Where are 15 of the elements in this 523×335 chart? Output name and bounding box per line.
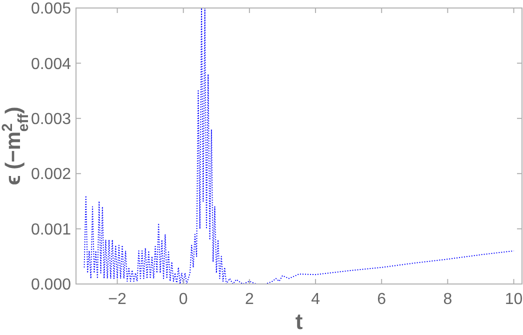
x-tick-label: 10 bbox=[504, 291, 523, 308]
x-tick-label: −2 bbox=[108, 291, 127, 308]
y-tick-label: 0.001 bbox=[30, 221, 72, 238]
x-tick-label: 2 bbox=[244, 291, 254, 308]
x-axis-title: t bbox=[295, 309, 304, 334]
x-tick-label: 8 bbox=[443, 291, 452, 308]
y-tick-label: 0.003 bbox=[30, 111, 72, 128]
y-tick-label: 0.004 bbox=[30, 56, 72, 73]
line-series bbox=[84, 8, 514, 284]
y-tick-label: 0.002 bbox=[30, 166, 72, 184]
x-tick-label: 4 bbox=[311, 291, 320, 308]
x-tick-label: 6 bbox=[377, 291, 386, 308]
y-tick-label: 0.005 bbox=[30, 0, 72, 18]
y-tick-label: 0.000 bbox=[30, 276, 72, 294]
x-tick-label: 0 bbox=[178, 291, 188, 308]
